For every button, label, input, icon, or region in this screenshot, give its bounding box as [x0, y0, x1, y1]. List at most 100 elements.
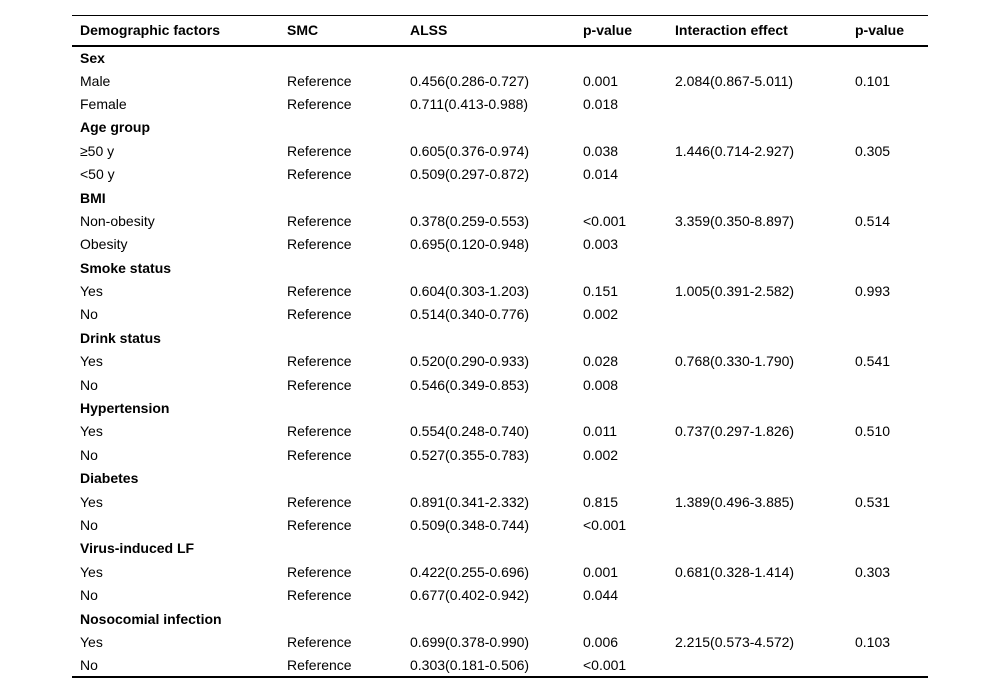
cell-p_value: 0.002 — [583, 306, 619, 323]
table-row: Obesity Reference 0.695(0.120-0.948) 0.003 — [72, 233, 928, 256]
cell-p_value: 0.008 — [583, 376, 619, 393]
cell-interaction_effect — [667, 443, 847, 466]
cell-p_value: 0.151 — [583, 283, 619, 300]
cell-p_value_interaction: 0.510 — [855, 423, 891, 440]
cell-alss: 0.677(0.402-0.942) — [410, 587, 530, 604]
cell-factor: <50 y — [80, 166, 115, 183]
col-header-smc: SMC — [287, 22, 319, 39]
cell-p_value_interaction — [847, 583, 928, 606]
cell-p_value: 0.815 — [583, 493, 619, 510]
cell-alss: 0.378(0.259-0.553) — [410, 212, 530, 229]
group-row: Nosocomial infection — [72, 607, 928, 630]
cell-alss: 0.695(0.120-0.948) — [410, 236, 530, 253]
cell-alss: 0.422(0.255-0.696) — [410, 563, 530, 580]
cell-alss: 0.699(0.378-0.990) — [410, 633, 530, 650]
cell-smc: Reference — [287, 446, 352, 463]
cell-alss: 0.605(0.376-0.974) — [410, 142, 530, 159]
cell-factor: ≥50 y — [80, 142, 115, 159]
cell-p_value_interaction: 0.514 — [855, 212, 891, 229]
cell-interaction_effect — [667, 654, 847, 677]
cell-p_value: <0.001 — [583, 517, 627, 533]
cell-smc: Reference — [287, 376, 352, 393]
cell-interaction_effect — [667, 162, 847, 185]
cell-smc: Reference — [287, 142, 352, 159]
cell-smc: Reference — [287, 633, 352, 650]
group-row: Sex — [72, 46, 928, 69]
group-row: Hypertension — [72, 396, 928, 419]
cell-alss: 0.509(0.348-0.744) — [410, 517, 530, 533]
cell-p_value: 0.014 — [583, 166, 619, 183]
cell-p_value: 0.044 — [583, 587, 619, 604]
table-row: No Reference 0.677(0.402-0.942) 0.044 — [72, 583, 928, 606]
header-row: Demographic factors SMC ALSS p-value Int… — [72, 16, 928, 46]
cell-smc: Reference — [287, 353, 352, 370]
cell-p_value: 0.001 — [583, 72, 619, 89]
cell-factor: Yes — [80, 353, 103, 370]
cell-factor: No — [80, 446, 98, 463]
table-row: ≥50 y Reference 0.605(0.376-0.974) 0.038 1.4… — [72, 139, 928, 162]
cell-p_value_interaction: 0.103 — [855, 633, 891, 650]
table-row: No Reference 0.514(0.340-0.776) 0.002 — [72, 303, 928, 326]
cell-alss: 0.509(0.297-0.872) — [410, 166, 530, 183]
cell-interaction_effect — [667, 92, 847, 115]
table-row: No Reference 0.303(0.181-0.506) <0.001 — [72, 654, 928, 677]
table-row: Female Reference 0.711(0.413-0.988) 0.018 — [72, 92, 928, 115]
table-row: No Reference 0.509(0.348-0.744) <0.001 — [72, 513, 928, 536]
cell-interaction_effect: 0.768(0.330-1.790) — [675, 353, 795, 370]
table-row: No Reference 0.527(0.355-0.783) 0.002 — [72, 443, 928, 466]
cell-factor: Yes — [80, 283, 103, 300]
cell-p_value: 0.028 — [583, 353, 619, 370]
cell-p_value: 0.011 — [583, 423, 617, 440]
cell-p_value_interaction — [847, 373, 928, 396]
table-row: Yes Reference 0.891(0.341-2.332) 0.815 1.389… — [72, 490, 928, 513]
cell-interaction_effect: 1.446(0.714-2.927) — [675, 142, 795, 159]
cell-p_value_interaction — [847, 513, 928, 536]
table-row: Yes Reference 0.699(0.378-0.990) 0.006 2.215… — [72, 630, 928, 653]
cell-alss: 0.527(0.355-0.783) — [410, 446, 530, 463]
cell-p_value: 0.003 — [583, 236, 619, 253]
cell-factor: No — [80, 517, 98, 533]
cell-smc: Reference — [287, 166, 352, 183]
table-row: No Reference 0.546(0.349-0.853) 0.008 — [72, 373, 928, 396]
cell-p_value_interaction — [847, 443, 928, 466]
results-table: Demographic factors SMC ALSS p-value Int… — [72, 15, 928, 679]
cell-factor: No — [80, 306, 98, 323]
group-row: Age group — [72, 116, 928, 139]
cell-p_value: 0.038 — [583, 142, 619, 159]
cell-p_value_interaction: 0.531 — [855, 493, 891, 510]
group-row: Smoke status — [72, 256, 928, 279]
col-header-interaction-effect: Interaction effect — [675, 22, 788, 39]
col-header-p-value-interaction: p-value — [855, 22, 905, 39]
group-label: BMI — [80, 189, 106, 206]
cell-p_value_interaction — [847, 162, 928, 185]
cell-factor: Female — [80, 95, 127, 112]
group-label: Nosocomial infection — [80, 610, 222, 627]
cell-p_value_interaction: 0.303 — [855, 563, 891, 580]
cell-factor: Non-obesity — [80, 212, 155, 229]
table-body: Sex Male Reference 0.456(0.286-0.727) 0.001 2… — [72, 46, 928, 678]
cell-alss: 0.546(0.349-0.853) — [410, 376, 530, 393]
cell-smc: Reference — [287, 306, 352, 323]
table-row: Non-obesity Reference 0.378(0.259-0.553) <0… — [72, 209, 928, 232]
cell-alss: 0.711(0.413-0.988) — [410, 95, 529, 112]
cell-p_value_interaction — [847, 233, 928, 256]
cell-p_value_interaction: 0.101 — [855, 72, 891, 89]
cell-smc: Reference — [287, 493, 352, 510]
col-header-alss: ALSS — [410, 22, 448, 39]
cell-p_value: <0.001 — [583, 212, 627, 229]
group-label: Virus-induced LF — [80, 540, 195, 557]
cell-alss: 0.554(0.248-0.740) — [410, 423, 530, 440]
cell-p_value: 0.002 — [583, 446, 619, 463]
cell-interaction_effect: 1.389(0.496-3.885) — [675, 493, 795, 510]
cell-interaction_effect — [667, 303, 847, 326]
cell-factor: Male — [80, 72, 111, 89]
table-row: Yes Reference 0.554(0.248-0.740) 0.011 0.737… — [72, 420, 928, 443]
cell-p_value_interaction: 0.541 — [855, 353, 891, 370]
cell-smc: Reference — [287, 95, 352, 112]
cell-alss: 0.891(0.341-2.332) — [410, 493, 530, 510]
cell-alss: 0.514(0.340-0.776) — [410, 306, 530, 323]
group-label: Smoke status — [80, 259, 172, 276]
cell-alss: 0.303(0.181-0.506) — [410, 656, 530, 673]
cell-factor: Yes — [80, 633, 103, 650]
cell-factor: No — [80, 656, 98, 673]
